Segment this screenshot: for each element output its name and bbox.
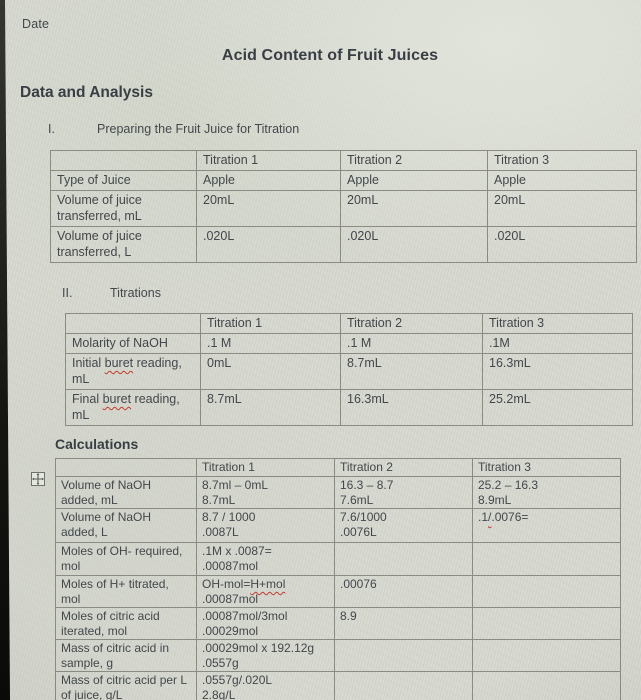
row-label-cell: Volume of juice transferred, L — [50, 226, 197, 263]
date-label: Date — [22, 17, 50, 31]
table-cell: .020L — [340, 226, 488, 263]
table-cell — [334, 542, 473, 576]
table-cell: 20mL — [340, 190, 488, 227]
row-label-cell: Molarity of NaOH — [65, 333, 201, 354]
table-cell: .00087mol/3mol .00029mol — [196, 607, 335, 640]
table-row: Mass of citric acid in sample, g .00029m… — [55, 639, 621, 672]
row-label-cell: Type of Juice — [50, 170, 197, 191]
part2-title: Titrations — [110, 286, 161, 300]
table-cell: .00029mol x 192.12g .0557g — [196, 639, 335, 672]
table-cell: .1M — [482, 333, 633, 354]
column-header: Titration 2 — [340, 313, 483, 334]
table-row: Moles of H+ titrated, mol OH-mol=H+mol .… — [55, 575, 621, 608]
table-cell: OH-mol=H+mol .00087mol — [196, 575, 335, 608]
screen-bezel-edge — [0, 0, 10, 700]
table-cell — [472, 639, 621, 672]
table-header-row: Titration 1 Titration 2 Titration 3 — [65, 313, 633, 334]
table-row: Moles of citric acid iterated, mol .0008… — [55, 607, 621, 640]
row-label-cell: Final buret reading, mL — [65, 389, 201, 426]
column-header: Titration 2 — [334, 458, 473, 477]
table-cell: 16.3 – 8.7 7.6mL — [334, 476, 473, 509]
table-cell: .0557g/.020L 2.8g/L — [196, 671, 335, 700]
table-row: Volume of juice transferred, mL 20mL 20m… — [50, 190, 637, 227]
column-header: Titration 2 — [340, 150, 488, 171]
table-cell — [334, 639, 473, 672]
table-row: Volume of NaOH added, mL 8.7ml – 0mL 8.7… — [55, 476, 621, 509]
table-cell — [472, 607, 621, 640]
table-cell: 7.6/1000 .0076L — [334, 508, 473, 543]
table-cell: 8.7ml – 0mL 8.7mL — [196, 476, 335, 509]
table-cell: 8.7mL — [200, 389, 341, 426]
juice-preparation-table: Titration 1 Titration 2 Titration 3 Type… — [50, 150, 637, 263]
table-header-row: Titration 1 Titration 2 Titration 3 — [50, 150, 637, 171]
column-header: Titration 3 — [482, 313, 633, 334]
table-row: Volume of juice transferred, L .020L .02… — [50, 226, 637, 263]
table-cell: .00076 — [334, 575, 473, 608]
table-cell: .1/.0076= — [472, 508, 621, 543]
column-header: Titration 1 — [200, 313, 341, 334]
table-cell: 20mL — [196, 190, 341, 227]
table-cell: Apple — [340, 170, 488, 191]
part1-numeral: I. — [48, 122, 55, 136]
table-cell — [472, 671, 621, 700]
table-cell — [334, 671, 473, 700]
row-label-cell: Volume of NaOH added, mL — [55, 476, 197, 509]
table-move-handle-icon[interactable] — [31, 472, 45, 486]
table-row: Final buret reading, mL 8.7mL 16.3mL 25.… — [65, 389, 633, 426]
table-cell: 16.3mL — [340, 389, 483, 426]
table-row: Moles of OH- required, mol .1M x .0087= … — [55, 542, 621, 576]
misspelled-word: H+mol — [250, 577, 286, 591]
column-header — [55, 458, 197, 477]
column-header: Titration 1 — [196, 150, 341, 171]
row-label-cell: Initial buret reading, mL — [65, 353, 201, 390]
row-label-cell: Moles of citric acid iterated, mol — [55, 607, 197, 640]
table-cell: .020L — [487, 226, 637, 263]
calculations-table: Titration 1 Titration 2 Titration 3 Volu… — [55, 458, 621, 700]
table-row: Initial buret reading, mL 0mL 8.7mL 16.3… — [65, 353, 633, 390]
calculations-heading: Calculations — [55, 436, 139, 452]
column-header — [65, 313, 201, 334]
table-cell: .1 M — [200, 333, 341, 354]
table-header-row: Titration 1 Titration 2 Titration 3 — [55, 458, 621, 477]
table-cell: 25.2 – 16.3 8.9mL — [472, 476, 621, 509]
table-row: Mass of citric acid per L of juice, g/L … — [55, 671, 621, 700]
table-row: Type of Juice Apple Apple Apple — [50, 170, 637, 191]
part1-title: Preparing the Fruit Juice for Titration — [97, 122, 300, 136]
row-label-cell: Mass of citric acid per L of juice, g/L — [55, 671, 197, 700]
misspelled-word: buret — [102, 392, 132, 406]
column-header: Titration 1 — [196, 458, 335, 477]
page-title: Acid Content of Fruit Juices — [221, 47, 439, 64]
misspelled-word: buret — [104, 356, 134, 370]
table-cell: 20mL — [487, 190, 637, 227]
table-cell: .1M x .0087= .00087mol — [196, 542, 335, 576]
table-cell: 8.7 / 1000 .0087L — [196, 508, 335, 543]
table-cell: 8.7mL — [340, 353, 483, 390]
row-label-cell: Volume of juice transferred, mL — [50, 190, 197, 227]
row-label-cell: Volume of NaOH added, L — [55, 508, 197, 543]
misspelled-word: / — [488, 510, 492, 524]
table-cell — [472, 542, 621, 576]
table-cell: Apple — [196, 170, 341, 191]
table-row: Molarity of NaOH .1 M .1 M .1M — [65, 333, 633, 354]
table-cell: .1 M — [340, 333, 483, 354]
table-cell: 16.3mL — [482, 353, 633, 390]
column-header — [50, 150, 197, 171]
row-label-cell: Moles of H+ titrated, mol — [55, 575, 197, 608]
table-cell: Apple — [487, 170, 637, 191]
table-cell: 0mL — [200, 353, 341, 390]
table-cell: .020L — [196, 226, 341, 263]
table-cell: 25.2mL — [482, 389, 633, 426]
table-row: Volume of NaOH added, L 8.7 / 1000 .0087… — [55, 508, 621, 543]
row-label-cell: Mass of citric acid in sample, g — [55, 639, 197, 672]
titrations-table: Titration 1 Titration 2 Titration 3 Mola… — [65, 313, 633, 426]
section-heading: Data and Analysis — [20, 84, 153, 101]
column-header: Titration 3 — [487, 150, 637, 171]
row-label-cell: Moles of OH- required, mol — [55, 542, 197, 576]
table-cell: 8.9 — [334, 607, 473, 640]
table-cell — [472, 575, 621, 608]
column-header: Titration 3 — [472, 458, 621, 477]
part2-numeral: II. — [62, 286, 73, 300]
